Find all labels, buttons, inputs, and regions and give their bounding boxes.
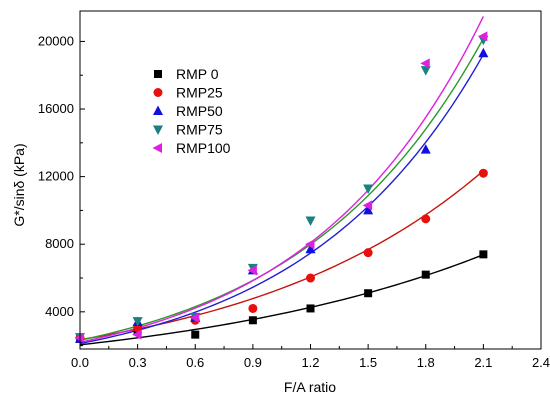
data-point (421, 214, 431, 224)
y-tick-label: 8000 (45, 236, 74, 251)
axes: 0.0 0.3 0.6 0.9 1.2 1.5 1.8 2.1 2.4 4000 8000 12000… (38, 10, 550, 370)
data-point (478, 168, 488, 178)
data-point (478, 47, 489, 58)
data-point (306, 304, 315, 313)
data-point (479, 250, 488, 259)
legend-label: RMP75 (176, 122, 223, 138)
data-point (420, 58, 430, 69)
legend-marker (153, 125, 163, 135)
data-point (132, 329, 142, 340)
data-point (363, 184, 374, 194)
x-tick-label: 0.6 (186, 355, 204, 370)
y-axis-title: G*/sinδ (kPa) (11, 143, 27, 226)
legend-label: RMP50 (176, 103, 223, 119)
data-point (132, 317, 143, 327)
x-tick-label: 2.1 (474, 355, 492, 370)
fit-curve-rmp0 (80, 254, 484, 346)
legend-label: RMP100 (176, 140, 231, 156)
x-axis-title: F/A ratio (284, 379, 336, 395)
series-rmp100 (74, 31, 488, 344)
data-point (189, 312, 200, 323)
y-tick-label: 4000 (45, 304, 74, 319)
data-point (248, 303, 258, 313)
data-point (420, 66, 431, 76)
legend-marker (153, 105, 163, 115)
data-point (248, 316, 257, 325)
data-point (305, 216, 316, 227)
legend-marker (154, 70, 162, 78)
y-tick-label: 16000 (38, 101, 74, 116)
legend: RMP 0 RMP25 RMP50 RMP75 RMP100 (152, 66, 231, 156)
fit-curve-rmp100 (80, 16, 485, 343)
series-rmp50 (75, 47, 489, 343)
data-point (362, 200, 373, 211)
series-rmp25 (75, 168, 488, 343)
data-point (363, 248, 373, 258)
fit-curve-rmp75 (80, 38, 484, 341)
data-point (364, 289, 373, 298)
x-tick-label: 2.4 (532, 355, 550, 370)
x-tick-label: 0.3 (129, 355, 147, 370)
data-point (74, 333, 84, 344)
fit-curve-rmp50 (80, 54, 484, 345)
legend-marker (153, 88, 163, 97)
legend-label: RMP 0 (176, 66, 219, 82)
data-point (477, 31, 488, 42)
data-point (247, 265, 257, 276)
x-tick-label: 0.0 (71, 355, 89, 370)
legend-label: RMP25 (176, 85, 223, 101)
data-point (306, 273, 315, 283)
x-tick-label: 0.9 (244, 355, 262, 370)
y-tick-label: 20000 (38, 33, 74, 48)
data-point (420, 144, 431, 154)
plot-area (74, 16, 489, 346)
data-point (305, 243, 316, 254)
data-point (363, 204, 374, 215)
series-rmp75 (75, 35, 489, 343)
y-tick-label: 12000 (38, 169, 74, 184)
x-tick-label: 1.2 (301, 355, 319, 370)
fit-curves (80, 16, 485, 346)
x-tick-label: 1.5 (359, 355, 377, 370)
data-point (305, 239, 315, 250)
data-point (421, 270, 430, 279)
data-point (191, 330, 200, 339)
legend-marker (152, 143, 162, 153)
x-tick-label: 1.8 (417, 355, 435, 370)
